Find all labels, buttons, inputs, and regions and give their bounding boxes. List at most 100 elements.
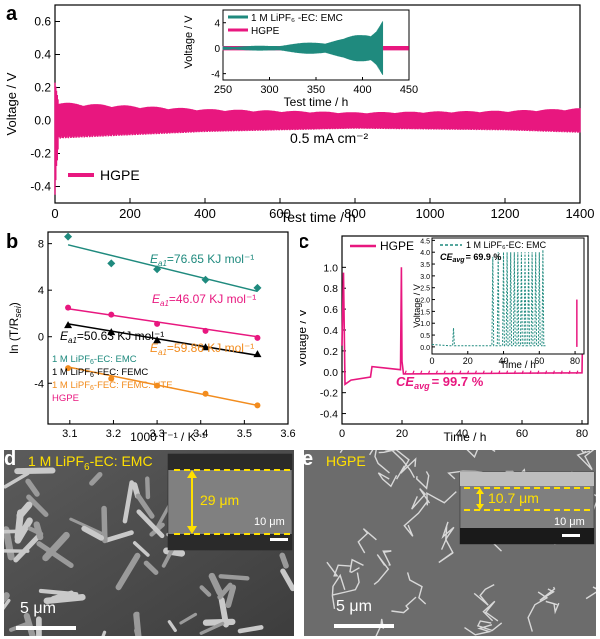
panel-e-sem-image: e HGPE 10.7 μm 10 μm 5 μm [304, 450, 596, 636]
b-legend-entry: 1 M LiPF6-FEC: FEMC [52, 367, 148, 379]
panel-a-letter: a [6, 3, 18, 25]
c-ytick-label: 0.0 [323, 367, 338, 379]
d-fiber [38, 588, 79, 597]
panel-e-main-scale-label: 5 μm [336, 598, 372, 615]
panel-a-inset-legend-label-1: 1 M LiPF₆ -EC: EMC [251, 13, 343, 24]
d-fiber [4, 471, 30, 489]
panel-c-inset-y-label: Voltage / V [412, 284, 422, 328]
panel-c-x-axis-label: Time / h [444, 430, 487, 444]
e-crack [403, 499, 429, 537]
b-point [202, 390, 209, 397]
panel-a-inset: 250 300 350 400 450 -4 0 4 [211, 19, 418, 96]
c-ytick-label: -0.4 [320, 409, 338, 421]
c-inset-ytick-label: 3.5 [420, 262, 430, 269]
b-ytick-label: 4 [38, 285, 44, 297]
c-ytick-label: 1.0 [323, 262, 338, 274]
d-fiber [218, 574, 250, 581]
panel-c-inset-x-label: Time / h [500, 360, 536, 371]
panel-b-letter: b [6, 231, 18, 253]
a-ytick-label: 0.0 [34, 114, 51, 128]
c-inset-ytick-label: 4.0 [420, 250, 430, 257]
a-xtick-label: 1400 [566, 206, 595, 221]
d-fiber [14, 509, 24, 541]
e-crack [576, 450, 595, 471]
b-ea-label: Ea1=76.65 KJ mol⁻¹ [150, 252, 254, 268]
panel-d-inset-scale-label: 10 μm [254, 516, 285, 528]
b-ytick-label: 8 [38, 239, 44, 251]
e-crack [466, 450, 496, 459]
a-inset-xtick-label: 400 [353, 84, 371, 96]
d-fiber [163, 547, 186, 557]
panel-d-main-scale-label: 5 μm [20, 600, 56, 617]
b-legend-entry: HGPE [52, 393, 79, 404]
a-inset-xtick-label: 300 [260, 84, 278, 96]
b-xtick-label: 3.3 [149, 428, 164, 440]
e-crack [476, 620, 503, 632]
a-inset-xtick-label: 450 [400, 84, 418, 96]
a-xtick-label: 600 [269, 206, 291, 221]
b-point [202, 327, 209, 334]
panel-c-inset: 0 20 40 60 80 0.0 0.5 1.0 1.5 2.0 2.5 3.0 3.5 4.0 4.5 [420, 238, 580, 366]
b-point [201, 343, 210, 351]
b-point [153, 265, 162, 274]
c-ytick-label: -0.2 [320, 388, 338, 400]
c-inset-ytick-label: 3.0 [420, 274, 430, 281]
d-fiber [101, 505, 108, 544]
a-xtick-label: 200 [119, 206, 141, 221]
e-crack [440, 521, 455, 550]
d-fiber [225, 584, 237, 609]
panel-b-plot-frame [47, 231, 289, 425]
b-fit-line [67, 244, 258, 293]
e-crack [373, 554, 390, 585]
panel-c-inset-legend-label: 1 M LiPF₆-EC: EMC [466, 240, 547, 250]
b-point [153, 336, 162, 344]
panel-a-y-axis-label: Voltage / V [4, 72, 19, 135]
b-point [107, 259, 116, 268]
b-ea-label: Ea1=59.86 KJ mol⁻¹ [150, 341, 254, 357]
b-fit-line [67, 366, 258, 407]
a-ytick-label: -0.4 [30, 180, 51, 194]
panel-a-inset-y-label: Voltage / V [183, 15, 195, 69]
panel-a-y-ticks: -0.4 -0.2 0.0 0.2 0.4 0.6 [30, 15, 60, 194]
e-crack [464, 624, 493, 636]
e-crack [385, 450, 416, 479]
b-legend-entry: 1 M LiPF6-EC: EMC [52, 354, 137, 366]
d-fiber [25, 478, 40, 497]
b-point [64, 321, 73, 329]
panel-a-x-axis-label: Test time / h [280, 209, 355, 225]
b-xtick-label: 3.6 [280, 428, 295, 440]
panel-a-legend-label: HGPE [100, 167, 140, 183]
b-point [254, 402, 261, 409]
e-crack [473, 583, 495, 606]
d-fiber [132, 541, 150, 557]
b-fit-line [67, 323, 258, 357]
d-fiber [69, 517, 103, 535]
e-crack [326, 561, 351, 577]
a-inset-ytick-label: -4 [211, 70, 220, 81]
c-inset-ytick-label: 0.5 [420, 333, 430, 340]
c-ytick-label: 0.8 [323, 283, 338, 295]
b-fit-line [67, 308, 258, 338]
a-ytick-label: 0.4 [34, 48, 51, 62]
panel-e-hgpe-label: HGPE [326, 453, 366, 469]
e-crack [406, 572, 427, 605]
b-point [253, 283, 262, 292]
c-inset-xtick-label: 0 [429, 356, 434, 366]
a-ytick-label: 0.6 [34, 15, 51, 29]
d-fiber [199, 585, 212, 597]
b-ytick-label: -4 [34, 378, 44, 390]
panel-a-inset-x-label: Test time / h [284, 95, 349, 109]
c-hgpe-ripples [404, 370, 579, 375]
a-xtick-label: 400 [194, 206, 216, 221]
panel-c-ce-annotation: CEavg = 99.7 % [396, 374, 484, 391]
e-crack [545, 600, 560, 615]
b-ea-label: Ea1=50.63 KJ mol⁻¹ [60, 329, 164, 345]
b-point [65, 304, 72, 311]
e-crack [539, 586, 556, 601]
panel-e-letter: e [304, 450, 314, 470]
panel-b-chart: b 3.1 3.2 3.3 3.4 3.5 3.6 -4 0 4 8 Ea1=76.65 KJ m… [6, 231, 296, 444]
e-crack [482, 600, 499, 622]
a-ytick-label: -0.2 [30, 147, 51, 161]
c-xtick-label: 0 [339, 428, 345, 440]
d-fiber [179, 612, 198, 625]
